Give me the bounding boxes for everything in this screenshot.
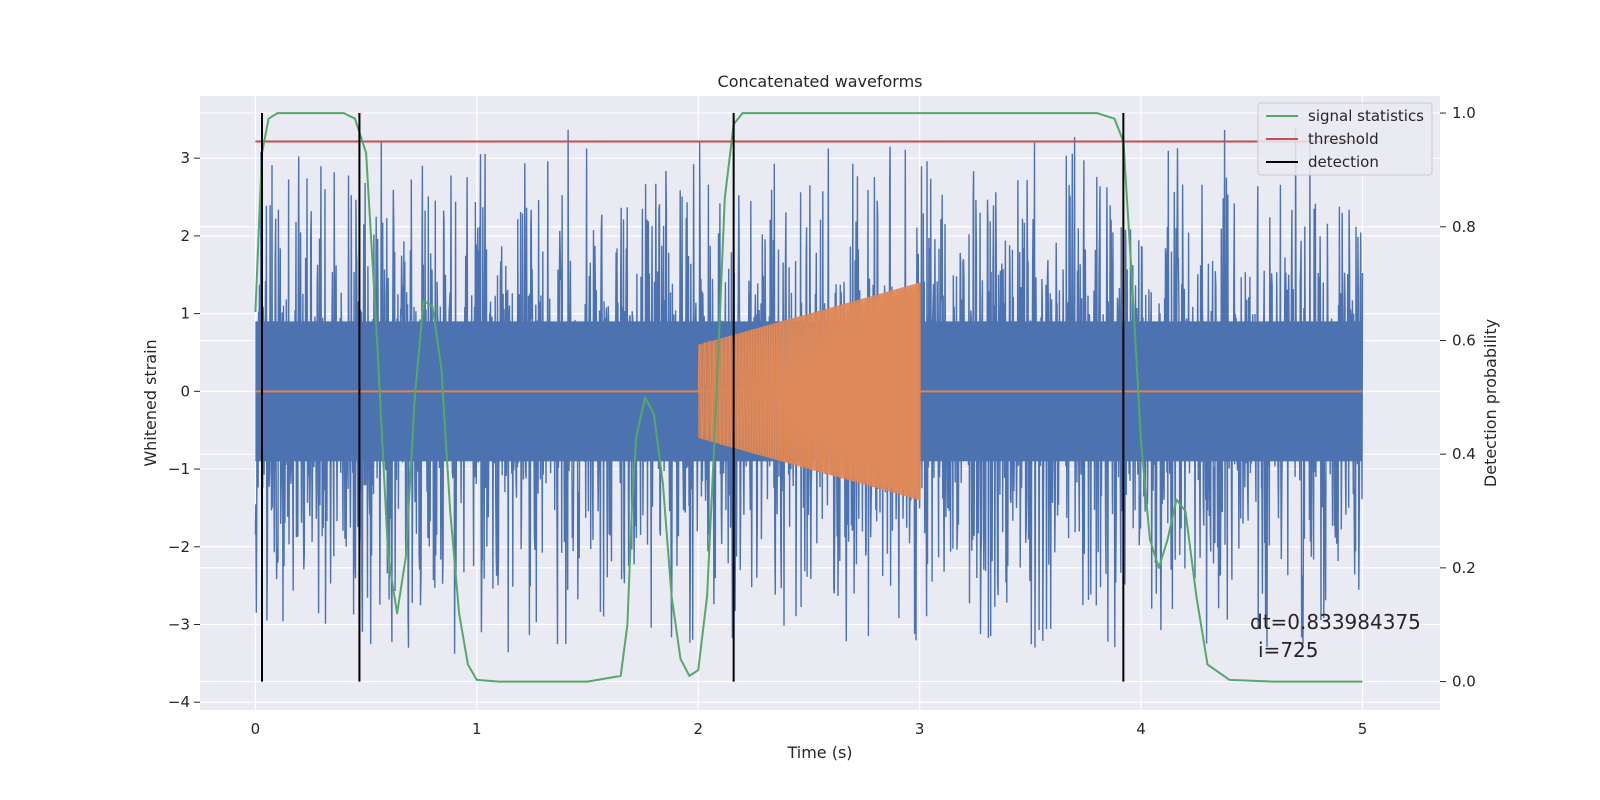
y-right-tick-label: 0.8 [1452, 218, 1476, 236]
y-tick-label: 3 [180, 149, 190, 167]
annotation-i: i=725 [1258, 638, 1319, 662]
legend-label-threshold: threshold [1308, 130, 1379, 148]
x-tick-label: 3 [915, 720, 925, 738]
y-tick-label: 2 [180, 227, 190, 245]
y-right-tick-label: 0.2 [1452, 559, 1476, 577]
x-tick-label: 1 [472, 720, 482, 738]
x-tick-label: 4 [1136, 720, 1146, 738]
annotation: dt=0.833984375 i=725 [1250, 610, 1421, 662]
injection-series [255, 282, 1363, 501]
legend: signal statistics threshold detection [1257, 102, 1433, 176]
x-tick-label: 5 [1358, 720, 1368, 738]
y-tick-label: −4 [168, 693, 190, 711]
x-tick-label: 0 [251, 720, 261, 738]
legend-label-detection: detection [1308, 153, 1379, 171]
y-right-tick-label: 1.0 [1452, 104, 1476, 122]
y-tick-label: 0 [180, 382, 190, 400]
tick-labels: 0 1 2 3 4 5 3 2 1 0 −1 −2 −3 −4 1.0 0.8 0.6 0.4 0.2 0.0 [168, 104, 1476, 738]
y-right-tick-label: 0.6 [1452, 331, 1476, 349]
signal-statistics-line [254, 112, 1363, 683]
legend-label-signal-statistics: signal statistics [1308, 107, 1424, 125]
x-axis-label: Time (s) [786, 743, 852, 762]
injection-chirp [697, 282, 921, 501]
y-right-tick-label: 0.4 [1452, 445, 1476, 463]
signal-statistics-series [254, 112, 1363, 683]
legend-box [1257, 102, 1433, 176]
y-axis-right-label: Detection probability [1481, 319, 1500, 487]
y-right-tick-label: 0.0 [1452, 673, 1476, 691]
x-tick-label: 2 [693, 720, 703, 738]
y-tick-label: −3 [168, 616, 190, 634]
chart-title: Concatenated waveforms [718, 72, 923, 91]
y-tick-label: −2 [168, 538, 190, 556]
y-tick-label: −1 [168, 460, 190, 478]
annotation-dt: dt=0.833984375 [1250, 610, 1421, 634]
y-axis-label: Whitened strain [141, 339, 160, 466]
detection-series [261, 113, 1125, 682]
y-tick-label: 1 [180, 305, 190, 323]
